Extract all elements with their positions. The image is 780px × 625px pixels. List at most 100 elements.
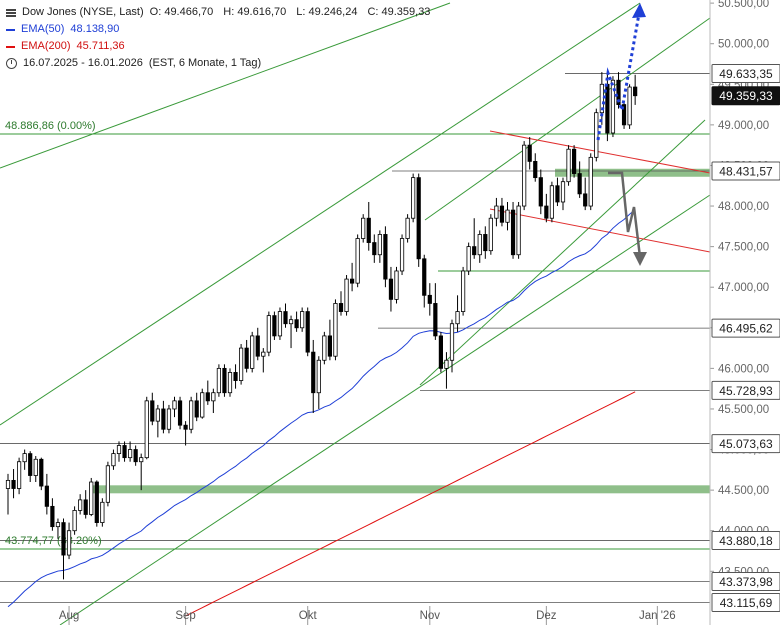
candle-body xyxy=(177,400,183,426)
candle-body xyxy=(405,217,410,239)
candle-body xyxy=(399,238,405,272)
fib-level-label: 43.774,77 (38.20%) xyxy=(5,535,102,547)
candle-body xyxy=(266,315,271,353)
candle-body xyxy=(288,319,294,325)
price-axis-label: 46.000,00 xyxy=(718,363,769,375)
candle-body xyxy=(44,485,49,507)
candle-body xyxy=(411,177,416,219)
candle-body xyxy=(583,193,588,207)
candle-body xyxy=(250,335,255,369)
price-axis-label: 45.500,00 xyxy=(718,404,769,416)
candle-body xyxy=(105,465,110,503)
price-level-label: 43.115,69 xyxy=(720,596,773,610)
candle-body xyxy=(361,217,366,239)
candle-body xyxy=(483,234,488,252)
ema50-swatch xyxy=(6,28,15,31)
candle-body xyxy=(449,323,455,361)
ema50-line xyxy=(7,209,636,608)
candle-body xyxy=(627,86,632,126)
forecast-bearish-path xyxy=(608,171,642,258)
menu-icon[interactable] xyxy=(6,8,16,18)
time-axis-label: Nov xyxy=(420,610,441,622)
candle-body xyxy=(444,359,449,369)
candle-body xyxy=(144,400,149,459)
legend-period: 16.07.2025 - 16.01.2026 xyxy=(23,57,143,69)
candle-body xyxy=(316,359,321,394)
price-axis-label: 49.000,00 xyxy=(718,120,769,132)
candle-body xyxy=(227,372,233,394)
candle-body xyxy=(366,217,371,243)
candle-body xyxy=(61,522,66,556)
price-axis-label: 44.500,00 xyxy=(718,485,769,497)
legend-ema50-row: EMA(50) 48.138,90 xyxy=(6,21,440,38)
candle-body xyxy=(344,278,349,312)
candle-body xyxy=(460,270,466,312)
candle-body xyxy=(277,311,283,337)
candle-body xyxy=(222,367,227,394)
candle-body xyxy=(311,351,316,394)
candle-body xyxy=(588,156,593,207)
trend-line xyxy=(0,2,641,426)
candle-body xyxy=(127,449,133,459)
trend-line xyxy=(0,2,451,169)
candle-body xyxy=(78,499,83,511)
candle-body xyxy=(555,185,560,203)
price-level-box xyxy=(711,592,780,612)
price-axis-label: 50.500,00 xyxy=(718,0,769,10)
legend-close: C: 49.359,33 xyxy=(367,6,431,18)
candle-body xyxy=(394,270,399,300)
candle-body xyxy=(172,400,177,410)
candle-body xyxy=(39,458,44,487)
candle-body xyxy=(261,351,266,357)
candle-body xyxy=(338,303,344,312)
forecast-arrows xyxy=(596,3,647,266)
candle-body xyxy=(477,234,482,256)
candle-body xyxy=(538,177,543,207)
candle-body xyxy=(155,408,160,422)
legend-open: O: 49.466,70 xyxy=(149,6,214,18)
clock-icon xyxy=(6,58,17,69)
candle-body xyxy=(516,205,521,256)
legend-instrument-row: Dow Jones (NYSE, Last) O: 49.466,70 H: 4… xyxy=(6,4,440,21)
price-axis-label: 48.000,00 xyxy=(718,201,769,213)
candle-body xyxy=(189,400,194,430)
candle-body xyxy=(11,479,16,489)
candle-body xyxy=(472,246,477,256)
candle-body xyxy=(100,501,105,523)
candle-body xyxy=(377,234,382,256)
candle-body xyxy=(22,453,27,463)
trend-line xyxy=(419,119,706,386)
candle-body xyxy=(5,479,11,489)
candle-body xyxy=(522,144,527,207)
candle-body xyxy=(333,303,338,357)
trend-line xyxy=(424,17,711,221)
candle-body xyxy=(455,311,460,325)
trend-lines xyxy=(0,2,711,625)
candle-body xyxy=(89,481,94,515)
candle-body xyxy=(161,408,166,430)
price-level-label: 46.495,62 xyxy=(719,322,773,336)
price-level-label: 43.880,18 xyxy=(719,534,773,548)
legend-settings: (EST, 6 Monate, 1 Tag) xyxy=(148,57,262,69)
candle-body xyxy=(183,424,188,430)
candle-body xyxy=(211,392,216,402)
candle-body xyxy=(566,148,571,183)
candle-body xyxy=(83,499,88,515)
candle-body xyxy=(560,181,566,203)
candle-body xyxy=(510,209,516,256)
candle-body xyxy=(216,367,221,394)
candle-body xyxy=(355,238,360,284)
price-level-label: 43.373,98 xyxy=(719,575,773,589)
candle-body xyxy=(194,400,199,418)
candle-body xyxy=(28,453,33,476)
candle-body xyxy=(599,83,604,114)
candle-body xyxy=(527,144,532,162)
price-axis: 43.500,0044.000,0044.500,0045.000,0045.5… xyxy=(709,0,780,625)
candle-body xyxy=(322,335,327,361)
price-axis-label: 47.500,00 xyxy=(718,242,769,254)
price-level-label: 45.728,93 xyxy=(719,384,773,398)
candle-body xyxy=(544,205,549,219)
candle-body xyxy=(238,347,244,381)
forecast-bullish-arrowhead xyxy=(632,3,646,18)
